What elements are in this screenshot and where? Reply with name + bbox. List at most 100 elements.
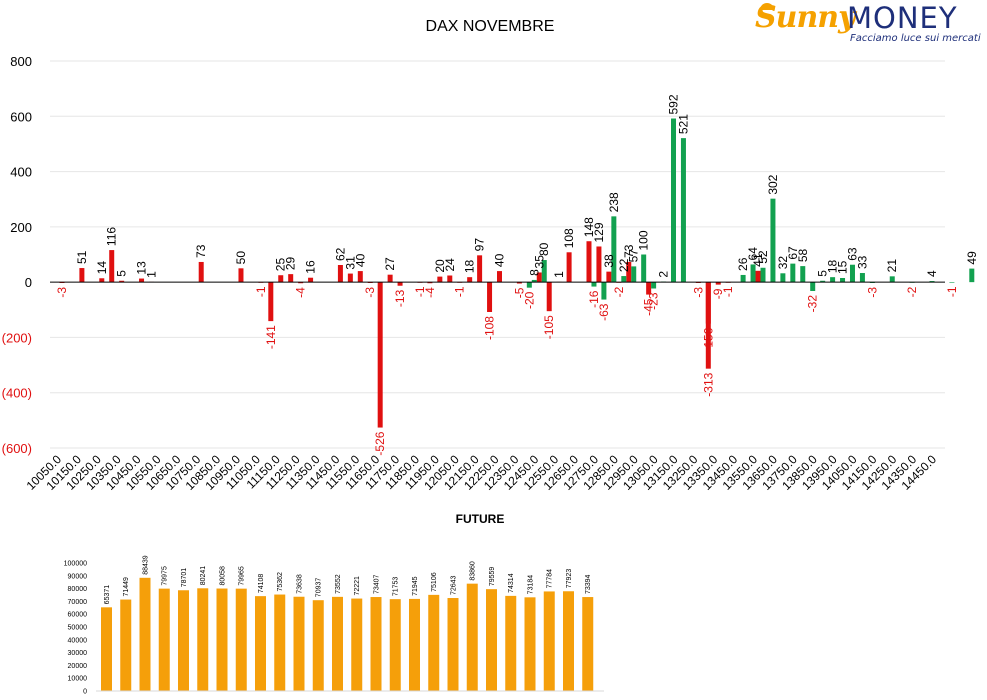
dax-data-label: -1: [945, 286, 959, 297]
dax-data-label: -526: [373, 431, 387, 455]
dax-bar: [477, 255, 483, 283]
dax-bar: [641, 254, 647, 283]
dax-data-label: 50: [234, 251, 248, 265]
dax-bar: [531, 279, 537, 283]
future-y-tick-label: 10000: [68, 676, 88, 683]
dax-bar: [497, 271, 502, 283]
dax-data-label: 5: [115, 270, 129, 277]
dax-data-label: 62: [333, 247, 347, 261]
dax-bar: [238, 268, 244, 283]
dax-data-label: -45: [642, 298, 656, 316]
dax-bar: [467, 277, 473, 283]
dax-data-label: 67: [786, 246, 800, 260]
dax-data-label: 31: [343, 256, 357, 270]
dax-data-label: 5: [816, 270, 830, 277]
future-data-labels: 65371 71449 88439 79975 78701 80241 80058 79965…: [104, 555, 592, 604]
future-bar: [255, 596, 266, 691]
dax-data-label: 21: [885, 259, 899, 273]
dax-bar: [790, 263, 796, 283]
dax-bar: [591, 282, 597, 287]
dax-data-label: 100: [637, 230, 651, 250]
dax-data-label: 521: [676, 114, 690, 134]
dax-data-label: 40: [353, 253, 367, 267]
dax-data-label: -32: [806, 295, 820, 313]
dax-bar: [337, 265, 343, 283]
dax-y-tick-label: 0: [25, 275, 32, 290]
dax-bar: [949, 282, 955, 283]
future-y-tick-label: 70000: [68, 599, 88, 606]
dax-bar: [526, 282, 532, 288]
dax-bar: [969, 268, 975, 283]
dax-data-label: 1: [552, 271, 566, 278]
dax-data-label: 33: [855, 255, 869, 269]
future-y-tick-label: 60000: [68, 612, 88, 619]
future-data-label: 73552: [335, 574, 342, 594]
dax-data-label: 27: [383, 257, 397, 271]
future-bar: [332, 596, 343, 691]
dax-bar: [715, 282, 721, 285]
dax-data-label: 15: [836, 260, 850, 274]
future-bar: [197, 588, 209, 691]
dax-bar: [929, 281, 935, 283]
dax-data-label: -2: [905, 286, 919, 297]
dax-bar: [646, 282, 652, 295]
future-data-label: 88439: [143, 555, 150, 575]
future-bar: [582, 597, 594, 691]
dax-data-label: -1: [254, 286, 268, 297]
dax-data-label: 26: [736, 257, 750, 271]
dax-bar: [601, 282, 607, 300]
dax-bar: [447, 275, 453, 283]
dax-bar: [298, 282, 304, 284]
future-chart-title: FUTURE: [456, 512, 505, 526]
dax-bar: [626, 261, 632, 283]
dax-bar: [536, 272, 542, 283]
dax-bar: [810, 282, 816, 291]
dax-data-label: -9: [711, 288, 725, 299]
dax-bar: [278, 275, 284, 283]
dax-y-tick-label: (200): [2, 330, 32, 345]
dax-data-label: 16: [304, 260, 318, 274]
dax-data-label: -1: [453, 286, 467, 297]
sunny-money-logo: Sunny MONEY Facciamo luce sui mercati: [755, 0, 981, 46]
future-data-label: 77923: [566, 569, 573, 589]
dax-data-label: 18: [463, 259, 477, 273]
future-bar: [370, 597, 382, 691]
dax-data-label: -141: [264, 325, 278, 349]
future-y-tick-label: 20000: [68, 663, 88, 670]
dax-bar: [487, 282, 493, 312]
dax-bar: [680, 138, 686, 283]
future-bar: [409, 598, 420, 691]
dax-data-label: -105: [542, 315, 556, 339]
dax-data-label: 22: [617, 258, 631, 272]
dax-y-tick-label: 400: [10, 165, 32, 180]
dax-bar: [541, 260, 547, 283]
future-data-label: 80241: [200, 566, 207, 586]
future-data-label: 79965: [239, 566, 246, 586]
dax-data-label: 32: [776, 256, 790, 270]
future-bar: [120, 599, 132, 691]
dax-gridlines: [50, 60, 945, 449]
dax-data-label: 108: [562, 228, 576, 248]
dax-bar: [586, 241, 592, 283]
dax-data-label: 592: [667, 94, 681, 114]
dax-bar: [79, 268, 85, 283]
dax-bar: [820, 280, 826, 283]
dax-bar: [830, 277, 836, 283]
dax-bar: [780, 273, 786, 283]
dax-bar: [119, 280, 125, 283]
future-data-label: 79975: [162, 566, 169, 586]
logo-brand-left: Sunny: [755, 0, 856, 35]
future-data-label: 83860: [470, 561, 477, 581]
dax-bar: [651, 282, 657, 289]
dax-chart-title: DAX NOVEMBRE: [426, 18, 555, 35]
dax-bar: [437, 276, 443, 283]
future-y-tick-label: 50000: [68, 625, 88, 632]
dax-data-label: 24: [443, 258, 457, 272]
dax-data-label: 73: [622, 244, 636, 258]
dax-bar: [109, 250, 115, 283]
logo-brand-right: MONEY: [847, 1, 958, 35]
dax-data-label: -108: [483, 316, 497, 340]
future-data-label: 79559: [489, 567, 496, 587]
dax-data-label: -150: [701, 327, 715, 351]
